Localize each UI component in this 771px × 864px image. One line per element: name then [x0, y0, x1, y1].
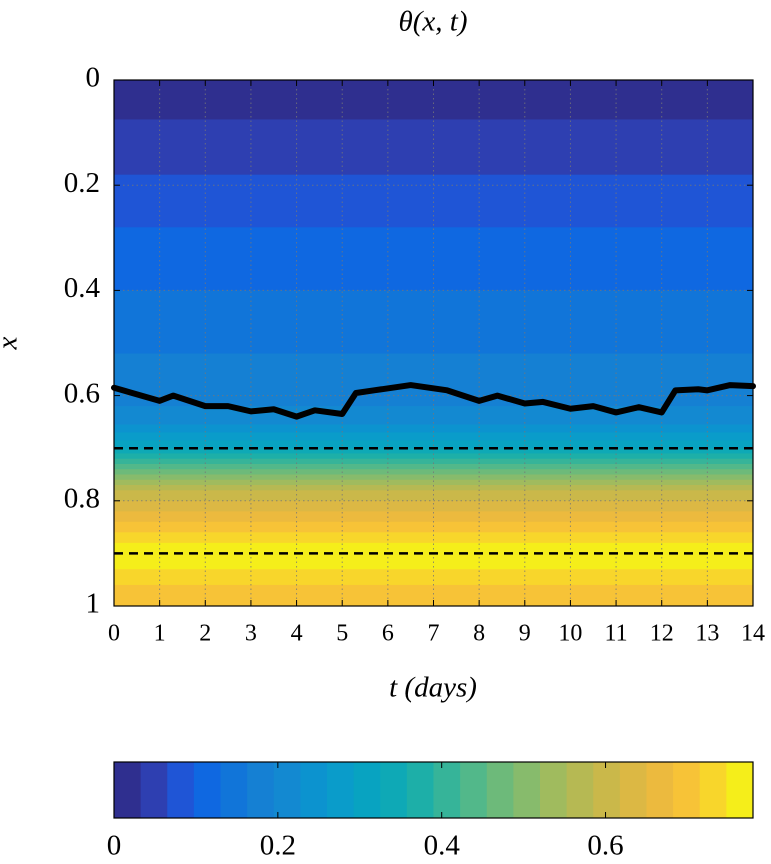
colorbar-segment [273, 762, 301, 818]
contour-band [114, 353, 753, 407]
y-tick-label: 0.4 [64, 272, 101, 304]
contour-band [114, 227, 753, 291]
colorbar-tick-label: 0.2 [260, 830, 296, 862]
colorbar-tick-label: 0 [107, 830, 122, 862]
colorbar-segment [327, 762, 355, 818]
x-tick-label: 1 [154, 621, 166, 647]
colorbar-segment [460, 762, 488, 818]
contour-band [114, 290, 753, 355]
contour-band [114, 424, 753, 433]
x-tick-label: 8 [473, 621, 485, 647]
colorbar-segment [193, 762, 221, 818]
y-tick-label: 0.8 [64, 482, 100, 514]
contour-band [114, 569, 753, 586]
colorbar-segment [167, 762, 195, 818]
x-tick-label: 10 [558, 621, 582, 647]
y-tick-label: 0.2 [64, 167, 100, 199]
x-tick-label: 12 [650, 621, 674, 647]
colorbar-segment [406, 762, 434, 818]
x-tick-label: 4 [291, 621, 303, 647]
colorbar-segment [486, 762, 514, 818]
contour-band [114, 542, 753, 570]
x-tick-label: 6 [382, 621, 394, 647]
x-tick-label: 9 [519, 621, 531, 647]
chart-title: θ(x, t) [399, 6, 468, 38]
colorbar-segment [566, 762, 594, 818]
colorbar-segment [353, 762, 381, 818]
x-tick-label: 3 [245, 621, 257, 647]
x-tick-label: 0 [108, 621, 120, 647]
contour-band [114, 448, 753, 454]
y-tick-label: 1 [86, 588, 101, 620]
colorbar-segment [699, 762, 727, 818]
contour-band [114, 80, 753, 120]
y-axis-label: x [0, 336, 24, 350]
colorbar-segment [433, 762, 461, 818]
colorbar-segment [726, 762, 754, 818]
colorbar-segment [513, 762, 541, 818]
contour-band [114, 458, 753, 465]
contour-band [114, 479, 753, 486]
colorbar-segment [619, 762, 647, 818]
colorbar-segment [593, 762, 621, 818]
x-tick-label: 14 [741, 621, 765, 647]
colorbar-segment [646, 762, 674, 818]
contour-band [114, 453, 753, 460]
x-tick-label: 2 [199, 621, 211, 647]
colorbar-frame [113, 761, 754, 819]
colorbar-segment [140, 762, 168, 818]
contour-band [114, 490, 753, 502]
contour-band [114, 485, 753, 491]
colorbar-tick-label: 0.4 [424, 830, 461, 862]
contour-band [114, 463, 753, 470]
interface-line [111, 382, 756, 420]
colorbar-segment [220, 762, 248, 818]
colorbar-segment [114, 762, 142, 818]
colorbar-segment [380, 762, 408, 818]
colorbar-segment [673, 762, 701, 818]
y-tick-label: 0 [86, 62, 101, 94]
contour-band [114, 584, 753, 607]
contour-band [114, 500, 753, 512]
colorbar-segment [540, 762, 568, 818]
x-axis-label: t (days) [389, 672, 477, 704]
x-tick-label: 7 [428, 621, 440, 647]
x-tick-label: 11 [605, 621, 628, 647]
contour-band [114, 521, 753, 533]
contour-band [114, 532, 753, 544]
y-tick-label: 0.6 [64, 377, 100, 409]
colorbar-segment [300, 762, 328, 818]
x-tick-label: 5 [336, 621, 348, 647]
colorbar-segment [247, 762, 275, 818]
x-tick-label: 13 [695, 621, 719, 647]
colorbar-tick-label: 0.6 [587, 830, 623, 862]
